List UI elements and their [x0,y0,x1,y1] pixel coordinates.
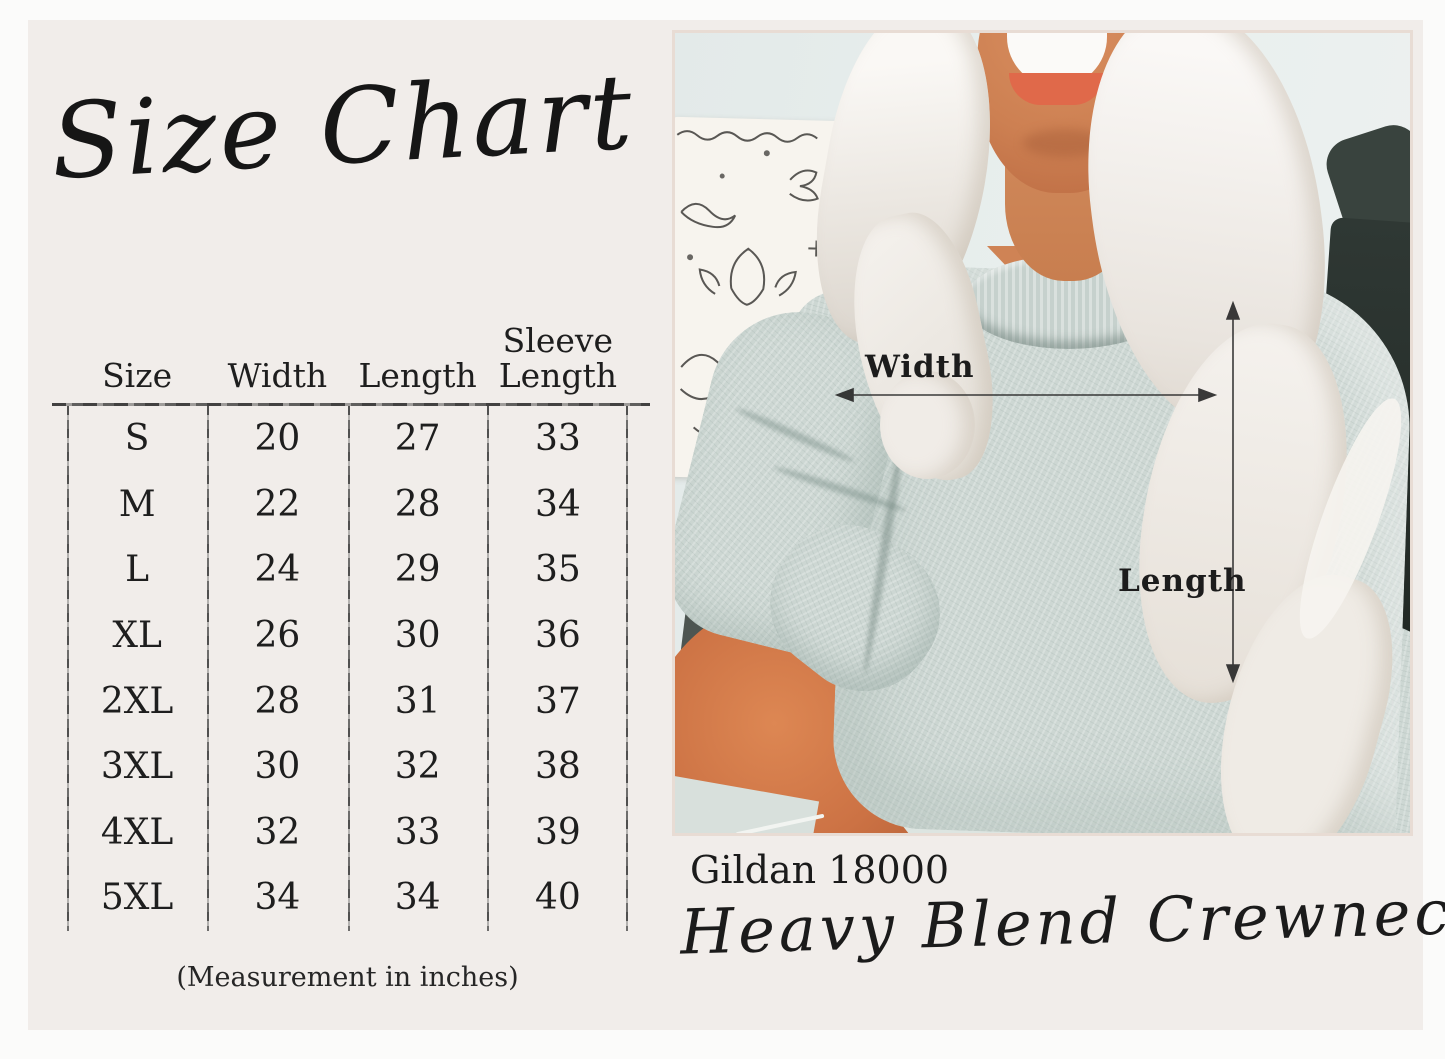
size-cell: L [125,549,150,591]
column-header: Width [227,356,328,396]
measurement-cell: 31 [394,680,441,722]
measurement-cell: 30 [394,615,441,657]
table-header-rule [52,403,650,406]
table-vertical-line [67,406,69,931]
table-vertical-line [626,406,628,931]
measurement-cell: 33 [534,418,581,460]
size-cell: M [118,483,156,525]
measurement-cell: 39 [534,811,581,853]
size-cell: 3XL [100,746,174,788]
table-vertical-line [487,406,489,931]
measurement-cell: 34 [534,483,581,525]
product-photo: Width Length [672,30,1413,836]
product-model: Gildan 18000 [690,848,950,892]
width-arrow-label: Width [865,349,975,385]
size-cell: S [124,418,150,460]
measurement-cell: 28 [394,483,441,525]
measurement-cell: 30 [254,746,301,788]
measurement-cell: 33 [394,811,441,853]
table-vertical-line [348,406,350,931]
length-arrow-label: Length [1118,563,1247,599]
measurement-cell: 36 [534,615,581,657]
table-header-row: Size Width Length Sleeve Length [67,292,628,400]
measurement-cell: 24 [254,549,301,591]
size-cell: XL [112,615,162,657]
measurement-cell: 34 [254,877,301,919]
measurement-cell: 35 [534,549,581,591]
size-cell: 4XL [100,811,174,853]
measurement-cell: 40 [534,877,581,919]
column-header: Size [102,356,173,396]
measurement-cell: 28 [254,680,301,722]
measurement-cell: 38 [534,746,581,788]
page-title: Size Chart [48,50,638,203]
hair-left-curl [880,371,975,479]
column-header: Sleeve Length [498,320,618,396]
measurement-cell: 20 [254,418,301,460]
size-cell: 5XL [100,877,174,919]
measurement-cell: 26 [254,615,301,657]
measurement-cell: 32 [394,746,441,788]
measurement-cell: 37 [534,680,581,722]
size-cell: 2XL [100,680,174,722]
table-body: S 20 27 33 M 22 28 34 L 24 29 35 XL 26 30 36 2XL 28 31 37 3X… [67,406,628,931]
size-table: S 20 27 33 M 22 28 34 L 24 29 35 XL 26 30 36 2XL 28 31 37 3X… [67,406,628,931]
measurement-cell: 29 [394,549,441,591]
measurement-arrows [834,300,1241,684]
table-vertical-line [207,406,209,931]
smile-lip [1009,73,1105,105]
units-footnote: (Measurement in inches) [176,962,519,993]
column-header: Length [358,356,477,396]
measurement-cell: 22 [254,483,301,525]
measurement-cell: 34 [394,877,441,919]
measurement-cell: 32 [254,811,301,853]
measurement-cell: 27 [394,418,441,460]
